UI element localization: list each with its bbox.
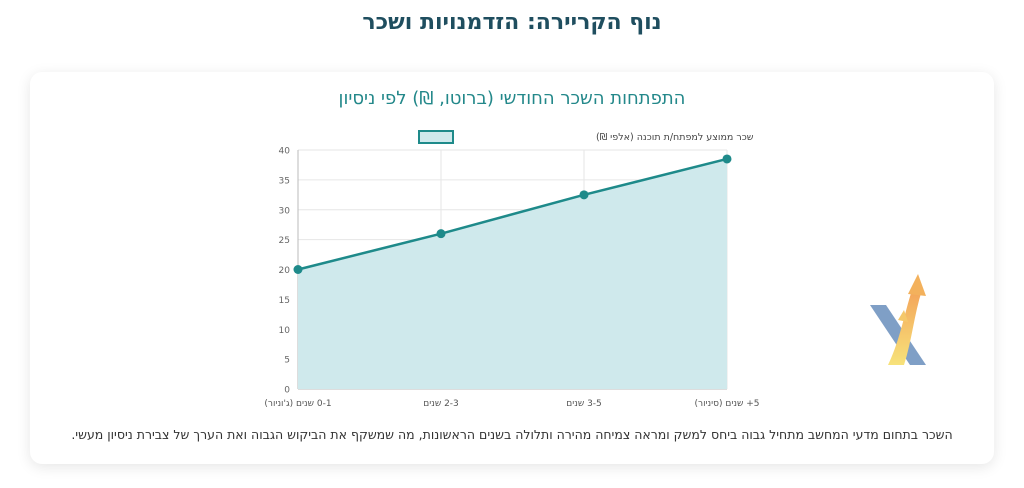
y-tick-label: 35 <box>279 176 290 186</box>
x-tick-label: 3-5 שנים <box>566 399 602 409</box>
chart-title: התפתחות השכר החודשי (ברוטו, ₪) לפי ניסיו… <box>338 88 686 109</box>
x-tick-label: 2-3 שנים <box>423 399 459 409</box>
y-tick-label: 25 <box>279 236 290 246</box>
series-area <box>298 158 727 389</box>
y-tick-label: 15 <box>279 296 290 306</box>
y-tick-label: 0 <box>284 386 290 396</box>
x-tick-label: 5+ שנים (סיניור) <box>695 399 760 409</box>
chart-caption: השכר בתחום מדעי המחשב מתחיל גבוה ביחס למ… <box>71 427 953 442</box>
series-line <box>297 157 728 271</box>
data-point <box>436 229 446 239</box>
legend-label: שכר ממוצע למפתח/ת תוכנה (אלפי ₪) <box>596 132 754 143</box>
x-arrow-logo-icon <box>870 274 926 365</box>
y-tick-label: 30 <box>279 206 291 216</box>
y-tick-label: 40 <box>279 147 291 157</box>
x-tick-label: 0-1 שנים (ג'וניור) <box>264 399 331 409</box>
chart-card: התפתחות השכר החודשי (ברוטו, ₪) לפי ניסיו… <box>30 72 994 464</box>
data-point <box>293 265 303 274</box>
y-tick-label: 20 <box>279 266 291 276</box>
y-tick-label: 5 <box>284 356 290 366</box>
y-tick-label: 10 <box>279 326 291 336</box>
data-point <box>722 154 732 164</box>
legend-swatch <box>418 130 454 144</box>
data-point <box>579 190 589 200</box>
salary-line-chart: 0 5 10 15 20 25 30 35 40 0-1 שנים (ג'וניור) 2-3 שנ… <box>264 130 760 409</box>
page-title: נוף הקריירה: הזדמנויות ושכר <box>362 10 662 35</box>
